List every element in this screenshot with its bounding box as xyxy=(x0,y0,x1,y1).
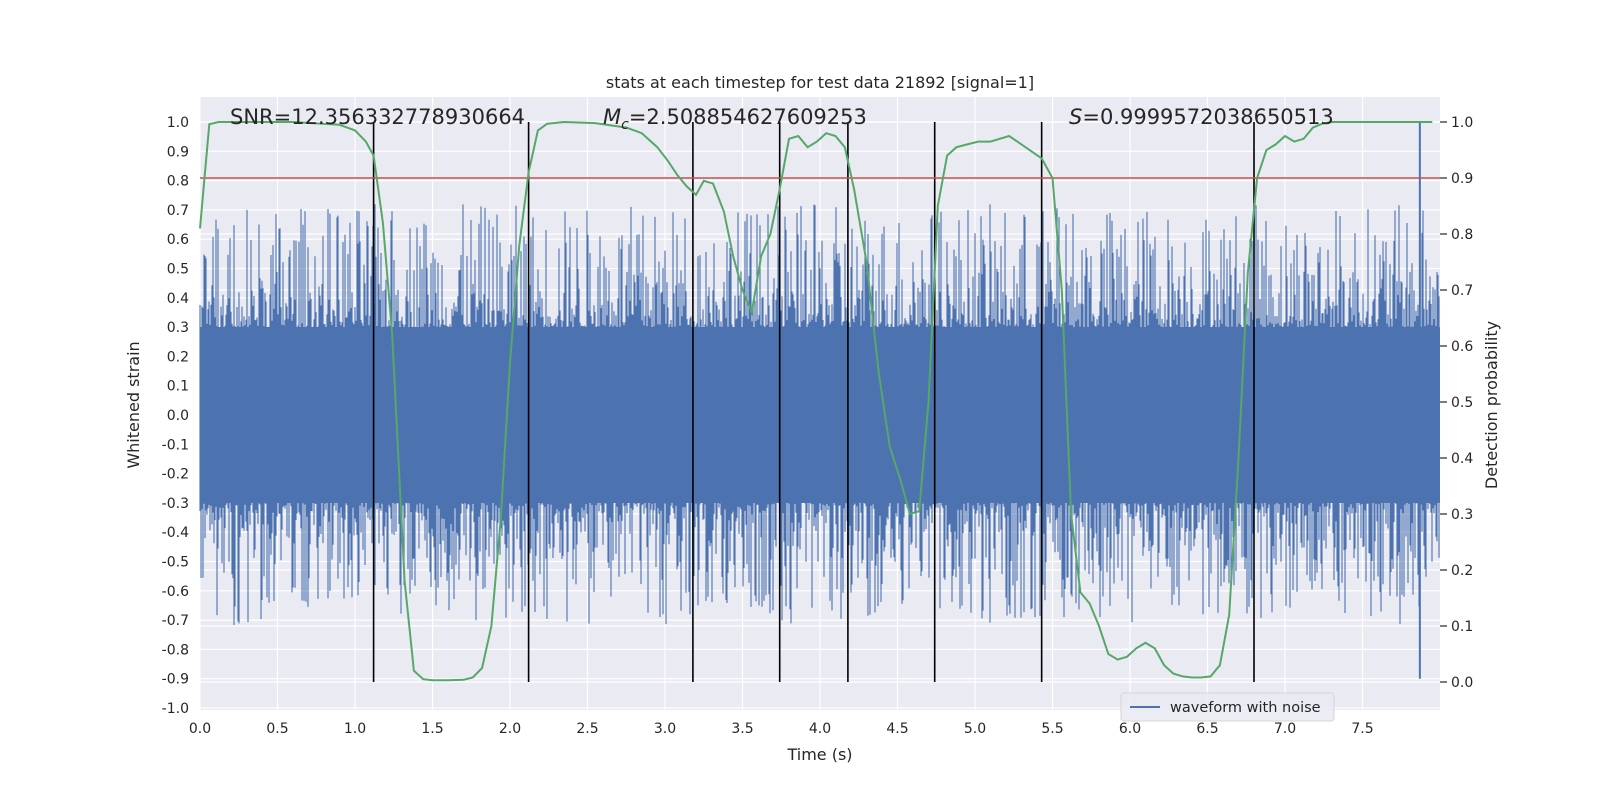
x-tick-label: 4.5 xyxy=(886,721,908,737)
s-annotation: S=0.9999572038650513 xyxy=(1069,105,1334,129)
x-tick-label: 0.5 xyxy=(266,721,288,737)
mc-annotation: Mc=2.508854627609253 xyxy=(603,105,867,133)
y2-tick-label: 0.2 xyxy=(1451,563,1473,579)
y2-tick-label: 0.8 xyxy=(1451,227,1473,243)
x-tick-label: 2.5 xyxy=(576,721,598,737)
y-ticks: -1.0 -0.9 -0.8 -0.7 -0.6 -0.5 -0.4 -0.3 -0.2 -0.1… xyxy=(162,115,189,717)
y2-ticks: 0.0 0.1 0.2 0.3 0.4 0.5 0.6 0.7 0.8 0.9 1.0 xyxy=(1440,115,1473,691)
s-symbol: S xyxy=(1069,105,1082,129)
s-value: =0.9999572038650513 xyxy=(1082,105,1333,129)
y-tick-label: 1.0 xyxy=(167,115,189,131)
y-tick-label: -0.7 xyxy=(162,613,189,629)
probability-line xyxy=(199,120,1433,682)
legend: waveform with noise xyxy=(1120,692,1335,722)
y2-tick-label: 0.3 xyxy=(1451,507,1473,523)
y2-tick-label: 0.9 xyxy=(1451,171,1473,187)
y-tick-label: 0.5 xyxy=(167,262,189,278)
marker-lines xyxy=(372,122,1255,682)
x-tick-label: 2.0 xyxy=(499,721,521,737)
mc-subscript: c xyxy=(621,117,629,133)
y-tick-label: -0.6 xyxy=(162,584,189,600)
y2-tick-label: 0.6 xyxy=(1451,339,1473,355)
x-ticks: 0.0 0.5 1.0 1.5 2.0 2.5 3.0 3.5 4.0 4.5 5.0 5.5 6.0 6… xyxy=(189,721,1374,737)
y2-tick-label: 0.7 xyxy=(1451,283,1473,299)
y-tick-label: -0.3 xyxy=(162,496,189,512)
y2-tick-label: 0.0 xyxy=(1451,675,1473,691)
y2-tick-label: 0.4 xyxy=(1451,451,1473,467)
x-tick-label: 3.0 xyxy=(654,721,676,737)
legend-box xyxy=(1120,692,1335,722)
y-tick-label: -0.4 xyxy=(162,525,189,541)
y-tick-label: 0.0 xyxy=(167,408,189,424)
y-tick-label: -0.9 xyxy=(162,672,189,688)
y2-tick-label: 1.0 xyxy=(1451,115,1473,131)
x-tick-label: 5.5 xyxy=(1041,721,1063,737)
x-tick-label: 1.5 xyxy=(421,721,443,737)
mc-symbol: M xyxy=(603,105,621,129)
x-tick-label: 5.0 xyxy=(964,721,986,737)
x-tick-label: 3.5 xyxy=(731,721,753,737)
y-tick-label: 0.4 xyxy=(167,291,189,307)
y-tick-label: 0.2 xyxy=(167,349,189,365)
y2-tick-label: 0.5 xyxy=(1451,395,1473,411)
x-axis-label: Time (s) xyxy=(786,745,852,764)
snr-annotation: SNR=12.356332778930664 xyxy=(230,105,525,129)
x-tick-label: 1.0 xyxy=(344,721,366,737)
waveform-series xyxy=(199,122,1440,679)
chart-title: stats at each timestep for test data 218… xyxy=(606,73,1034,92)
y-tick-label: 0.8 xyxy=(167,174,189,190)
legend-entry-waveform: waveform with noise xyxy=(1170,700,1321,716)
mc-value: =2.508854627609253 xyxy=(629,105,867,129)
y-tick-label: 0.6 xyxy=(167,232,189,248)
y-tick-label: -0.5 xyxy=(162,555,189,571)
x-tick-label: 7.0 xyxy=(1274,721,1296,737)
y-tick-label: 0.7 xyxy=(167,203,189,219)
y-tick-label: 0.1 xyxy=(167,379,189,395)
y-tick-label: 0.9 xyxy=(167,144,189,160)
x-tick-label: 6.0 xyxy=(1119,721,1141,737)
x-tick-label: 7.5 xyxy=(1351,721,1373,737)
waveform-core-band xyxy=(200,327,1440,503)
x-tick-label: 0.0 xyxy=(189,721,211,737)
x-tick-label: 4.0 xyxy=(809,721,831,737)
y-tick-label: -0.8 xyxy=(162,642,189,658)
y-tick-label: -0.1 xyxy=(162,437,189,453)
y2-tick-label: 0.1 xyxy=(1451,619,1473,635)
y-axis-label: Whitened strain xyxy=(124,341,143,468)
y-tick-label: -1.0 xyxy=(162,701,189,717)
y-tick-label: -0.2 xyxy=(162,467,189,483)
y-tick-label: 0.3 xyxy=(167,320,189,336)
y2-axis-label: Detection probability xyxy=(1482,321,1501,489)
x-tick-label: 6.5 xyxy=(1196,721,1218,737)
